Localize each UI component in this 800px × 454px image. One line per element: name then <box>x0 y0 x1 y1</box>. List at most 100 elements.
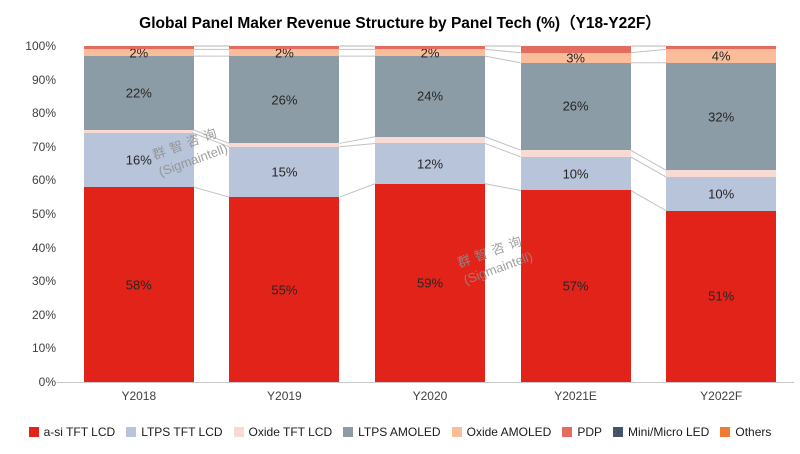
connector-line-oxide-tft-lcd <box>339 136 376 144</box>
bar-y2020: 59% 12% 24% 2% <box>375 45 485 382</box>
legend-swatch-mini-micro-led <box>613 427 623 437</box>
segment-a-si-tft-lcd: 55% <box>229 197 340 382</box>
segment-oxide-tft-lcd <box>520 150 631 157</box>
segment-oxide-amoled: 2% <box>375 45 485 60</box>
segment-a-si-tft-lcd: 57% <box>520 190 631 382</box>
y-tick-label: 40% <box>31 240 56 255</box>
legend-swatch-ltps-amoled <box>343 427 354 437</box>
segment-label: 4% <box>711 48 731 64</box>
segment-label: 12% <box>416 156 444 172</box>
x-axis: Y2018 Y2019 Y2020 Y2021E Y2022F <box>66 389 794 407</box>
connector-line-ltps-tft-lcd <box>193 132 230 148</box>
segment-ltps-amoled: 24% <box>375 56 485 137</box>
x-axis-label-y2021e: Y2021E <box>554 389 597 403</box>
legend-label: LTPS AMOLED <box>358 425 441 439</box>
connector-line-oxide-tft-lcd <box>484 136 521 151</box>
legend-label: a-si TFT LCD <box>43 425 116 439</box>
segment-label: 59% <box>416 275 444 291</box>
y-tick-label: 80% <box>31 106 56 121</box>
segment-label: 58% <box>125 277 152 293</box>
chart-title: Global Panel Maker Revenue Structure by … <box>139 15 661 32</box>
segment-label: 55% <box>271 282 298 298</box>
connector-line-ltps-amoled <box>484 55 521 64</box>
segment-pdp <box>520 46 631 53</box>
connector-line-oxide-amoled <box>630 48 667 54</box>
segment-oxide-amoled: 2% <box>83 45 194 60</box>
segment-oxide-tft-lcd <box>666 170 777 178</box>
segment-ltps-tft-lcd: 12% <box>375 143 485 184</box>
segment-ltps-amoled: 22% <box>83 56 194 130</box>
y-tick-label: 60% <box>31 173 56 188</box>
segment-ltps-amoled: 26% <box>229 56 340 144</box>
legend-item-oxide-tft-lcd: Oxide TFT LCD <box>233 425 333 439</box>
segment-oxide-amoled: 2% <box>229 45 340 60</box>
legend-swatch-oxide-tft-lcd <box>233 427 244 437</box>
connector-line-ltps-tft-lcd <box>339 142 376 148</box>
connector-line-a-si-tft-lcd <box>484 183 521 191</box>
legend: a-si TFT LCD LTPS TFT LCD Oxide TFT LCD LTP… <box>0 425 800 439</box>
segment-label: 22% <box>125 85 152 101</box>
segment-ltps-tft-lcd: 16% <box>83 133 194 188</box>
segment-pdp <box>666 46 777 50</box>
x-axis-label-y2019: Y2019 <box>267 389 302 403</box>
connector-line-oxide-amoled <box>484 48 521 54</box>
x-axis-label-y2018: Y2018 <box>121 389 157 403</box>
segment-label: 10% <box>708 186 735 202</box>
legend-item-pdp: PDP <box>562 425 602 439</box>
connector-line-ltps-tft-lcd <box>630 156 667 178</box>
segment-label: 32% <box>708 109 735 125</box>
segment-ltps-amoled: 26% <box>520 62 631 151</box>
y-tick-label: 20% <box>31 307 56 322</box>
segment-a-si-tft-lcd: 59% <box>375 183 485 382</box>
legend-swatch-a-si-tft-lcd <box>28 427 39 437</box>
legend-item-others: Others <box>720 425 771 439</box>
y-tick-label: 50% <box>31 207 56 221</box>
segment-label: 26% <box>271 92 298 108</box>
bar-y2019: 55% 15% 26% 2% <box>229 45 340 382</box>
connector-line-oxide-tft-lcd <box>630 149 667 171</box>
segment-ltps-amoled: 32% <box>666 62 777 171</box>
legend-label: Oxide AMOLED <box>466 425 552 439</box>
connector-line-oxide-tft-lcd <box>193 129 230 144</box>
segment-label: 3% <box>566 50 585 66</box>
legend-item-a-si-tft-lcd: a-si TFT LCD <box>28 425 116 439</box>
legend-item-mini-micro-led: Mini/Micro LED <box>613 425 709 439</box>
y-tick-label: 100% <box>25 39 56 53</box>
segment-label: 24% <box>416 88 444 104</box>
legend-label: Others <box>735 425 772 439</box>
legend-label: Oxide TFT LCD <box>248 425 333 439</box>
connector-line-ltps-tft-lcd <box>484 142 521 158</box>
bar-y2022f: 51% 10% 32% 4% <box>666 46 777 382</box>
connector-line-a-si-tft-lcd <box>193 186 230 198</box>
y-tick-label: 0% <box>38 375 56 389</box>
segment-a-si-tft-lcd: 51% <box>666 210 777 382</box>
connector-line-a-si-tft-lcd <box>339 183 376 198</box>
legend-item-ltps-tft-lcd: LTPS TFT LCD <box>126 425 223 439</box>
segment-a-si-tft-lcd: 58% <box>83 187 194 382</box>
segment-pdp <box>83 46 194 50</box>
segment-pdp <box>375 46 485 50</box>
bar-y2021e: 57% 10% 26% 3% <box>520 46 631 382</box>
legend-swatch-pdp <box>562 427 573 437</box>
segment-pdp <box>229 46 340 50</box>
x-axis-label-y2020: Y2020 <box>412 389 448 403</box>
legend-swatch-others <box>720 427 731 437</box>
legend-item-oxide-amoled: Oxide AMOLED <box>451 425 552 439</box>
segment-ltps-tft-lcd: 10% <box>520 156 631 191</box>
legend-label: PDP <box>577 425 602 439</box>
legend-swatch-oxide-amoled <box>451 427 462 437</box>
legend-swatch-ltps-tft-lcd <box>126 427 137 437</box>
segment-label: 57% <box>562 278 589 294</box>
segment-ltps-tft-lcd: 15% <box>229 146 340 198</box>
segment-oxide-tft-lcd <box>83 130 194 134</box>
connector-line-a-si-tft-lcd <box>630 190 667 212</box>
y-tick-label: 70% <box>31 139 56 154</box>
x-axis-label-y2022f: Y2022F <box>700 389 743 403</box>
segment-oxide-amoled: 4% <box>666 48 777 64</box>
segment-oxide-amoled: 3% <box>520 50 631 66</box>
y-tick-label: 30% <box>31 274 56 289</box>
segment-label: 15% <box>271 164 298 180</box>
segment-label: 16% <box>125 152 152 168</box>
segment-label: 26% <box>562 98 589 114</box>
